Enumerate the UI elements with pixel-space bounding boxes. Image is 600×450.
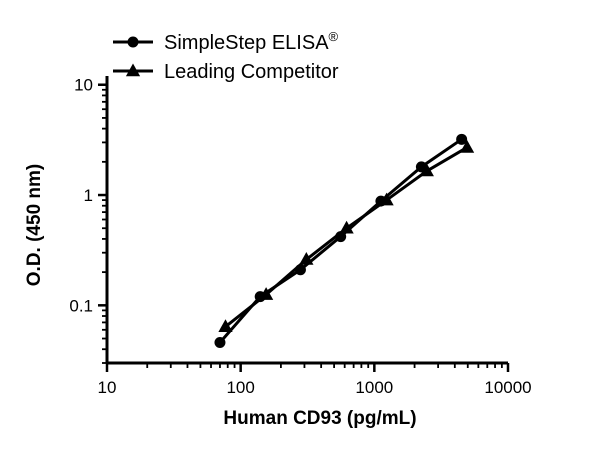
data-point — [218, 319, 233, 332]
legend-label: SimpleStep ELISA® — [164, 29, 339, 54]
series-2 — [218, 139, 475, 332]
data-point — [459, 139, 475, 153]
data-point — [379, 192, 394, 206]
y-tick-label: 1 — [84, 186, 93, 205]
x-ticks: 10 100 1000 10000 — [98, 363, 532, 397]
data-point — [214, 337, 226, 349]
data-point — [419, 163, 434, 177]
series-1 — [214, 133, 468, 349]
x-tick-label: 10 — [98, 378, 117, 397]
legend-item-1: SimpleStep ELISA® — [113, 29, 339, 54]
y-tick-label: 10 — [74, 76, 93, 95]
x-tick-label: 1000 — [355, 378, 393, 397]
x-tick-label: 10000 — [484, 378, 531, 397]
legend-superscript: ® — [329, 29, 339, 44]
x-axis-title: Human CD93 (pg/mL) — [223, 408, 416, 429]
legend-item-2: Leading Competitor — [113, 61, 339, 83]
legend: SimpleStep ELISA® Leading Competitor — [113, 29, 339, 83]
axes — [105, 76, 508, 365]
data-point — [339, 220, 354, 234]
legend-marker — [127, 36, 139, 48]
y-axis-title: O.D. (450 nm) — [24, 164, 45, 286]
legend-marker — [125, 63, 141, 77]
legend-label: Leading Competitor — [164, 61, 339, 83]
data-point — [258, 287, 274, 300]
x-tick-label: 100 — [226, 378, 254, 397]
data-point — [299, 252, 314, 265]
y-tick-label: 0.1 — [69, 296, 93, 315]
y-ticks: 0.1 1 10 — [69, 76, 107, 364]
data-point — [456, 133, 468, 145]
series-layer — [214, 133, 475, 349]
